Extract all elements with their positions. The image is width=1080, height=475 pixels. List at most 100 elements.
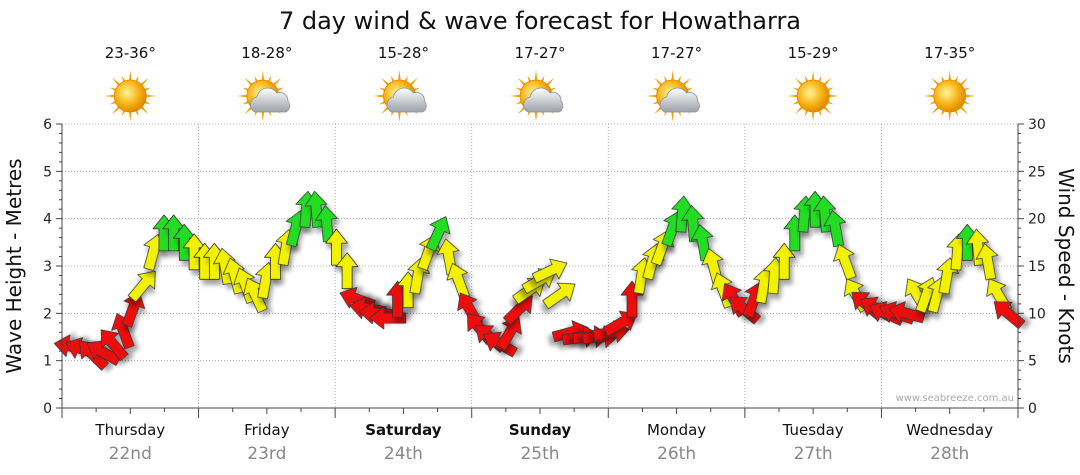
- wind-arrow-shape: [425, 216, 451, 252]
- sun-ray: [931, 106, 940, 115]
- wind-arrow: [335, 252, 359, 290]
- sun-ray: [104, 94, 115, 98]
- sun-ray: [242, 100, 249, 105]
- sun-ray: [811, 70, 815, 81]
- sun-ray: [140, 106, 149, 115]
- sun-ray: [381, 77, 390, 86]
- sun-icon: [787, 70, 840, 122]
- cloud-shape: [523, 87, 564, 113]
- wind-arrow: [222, 257, 245, 295]
- temp-range: 17-27°: [651, 44, 702, 62]
- wind-arrow-shape: [975, 243, 999, 281]
- sun-ray: [794, 106, 803, 115]
- sun-icon: [104, 70, 157, 122]
- wind-arrow-shape: [100, 329, 129, 362]
- sun-ray: [792, 87, 799, 92]
- wind-arrow-shape: [369, 306, 407, 330]
- day-label: Thursday: [94, 421, 165, 439]
- sun-ray: [948, 70, 951, 81]
- day-column-tuesday: 15-29° Tuesday 27th: [782, 44, 844, 464]
- date-label: 28th: [930, 444, 969, 464]
- wind-arrow: [496, 316, 522, 351]
- temp-range: 17-27°: [514, 44, 565, 62]
- sun-ray: [948, 111, 951, 122]
- sun-ray: [941, 110, 945, 117]
- sun-ray: [546, 77, 555, 86]
- wind-arrow: [993, 301, 1026, 330]
- right-tick-label: 5: [1028, 354, 1037, 370]
- sun-ray: [517, 106, 526, 115]
- right-tick-label: 10: [1028, 306, 1046, 322]
- wind-arrow-shape: [833, 243, 857, 281]
- sun-ray: [929, 87, 936, 92]
- sun-ray: [534, 70, 538, 81]
- day-label: Tuesday: [782, 421, 844, 439]
- day-column-saturday: 15-28° Saturday 24th: [365, 44, 442, 464]
- day-column-monday: 17-27° Monday 26th: [646, 44, 706, 464]
- sun-ray: [146, 94, 157, 98]
- day-label: Friday: [244, 421, 290, 439]
- sun-ray: [954, 110, 959, 117]
- right-tick-label: 25: [1028, 164, 1046, 180]
- watermark: www.seabreeze.com.au: [896, 393, 1014, 404]
- sun-icon: [104, 70, 157, 122]
- wind-arrow-shape: [325, 228, 348, 266]
- sun-disc: [113, 79, 147, 113]
- sun-ray: [829, 94, 840, 98]
- wind-arrow: [369, 306, 407, 330]
- cloud-shape: [386, 87, 427, 113]
- day-label: Monday: [647, 421, 706, 439]
- date-label: 24th: [384, 444, 423, 464]
- sun-ray: [664, 75, 668, 82]
- day-column-friday: 18-28° Friday 23rd: [236, 44, 292, 464]
- sun-disc: [933, 79, 967, 113]
- sun-ray: [794, 77, 803, 86]
- wind-arrow-shape: [222, 257, 245, 295]
- sun-ray: [510, 94, 521, 98]
- sun-ray: [277, 87, 284, 92]
- day-column-wednesday: 17-35° Wednesday 28th: [906, 44, 993, 464]
- sun-ray: [677, 75, 681, 82]
- sun-ray: [823, 106, 832, 115]
- sun-ray: [671, 70, 674, 81]
- day-label: Sunday: [509, 421, 572, 439]
- left-tick-label: 1: [43, 354, 52, 370]
- left-tick-label: 5: [43, 164, 52, 180]
- sun-ray: [823, 77, 832, 86]
- sun-ray: [787, 94, 798, 98]
- temp-range: 15-29°: [788, 44, 839, 62]
- sun-ray: [534, 111, 538, 122]
- sun-ray: [954, 75, 959, 82]
- date-label: 22nd: [109, 444, 152, 464]
- sun-ray: [140, 77, 149, 86]
- wind-arrow: [100, 329, 129, 362]
- right-axis-title: Wind Speed - Knots: [1054, 168, 1078, 364]
- wind-arrow-shape: [993, 301, 1026, 330]
- sun-ray: [413, 87, 420, 92]
- temp-range: 17-35°: [924, 44, 975, 62]
- sun-ray: [129, 70, 132, 81]
- sun-ray: [135, 75, 139, 82]
- left-axis-title: Wave Height - Metres: [2, 158, 26, 373]
- sun-ray: [964, 87, 970, 92]
- sun-ray: [818, 75, 822, 82]
- sun-ray: [540, 75, 545, 82]
- sun-ray: [129, 111, 132, 122]
- sun-ray: [517, 77, 526, 86]
- wind-arrow-shape: [531, 258, 568, 284]
- sun-ray: [682, 77, 691, 86]
- sun-ray: [404, 75, 408, 82]
- sun-cloud-icon: [510, 70, 564, 122]
- cloud-icon: [659, 87, 700, 113]
- right-tick-label: 30: [1028, 117, 1046, 133]
- sun-icon: [923, 70, 976, 122]
- sun-cloud-icon: [373, 70, 427, 122]
- sun-ray: [515, 100, 522, 105]
- left-tick-label: 0: [43, 401, 52, 417]
- sun-ray: [409, 77, 418, 86]
- sun-disc: [796, 79, 830, 113]
- sun-ray: [671, 111, 674, 122]
- left-tick-label: 6: [43, 117, 52, 133]
- sun-ray: [267, 75, 272, 82]
